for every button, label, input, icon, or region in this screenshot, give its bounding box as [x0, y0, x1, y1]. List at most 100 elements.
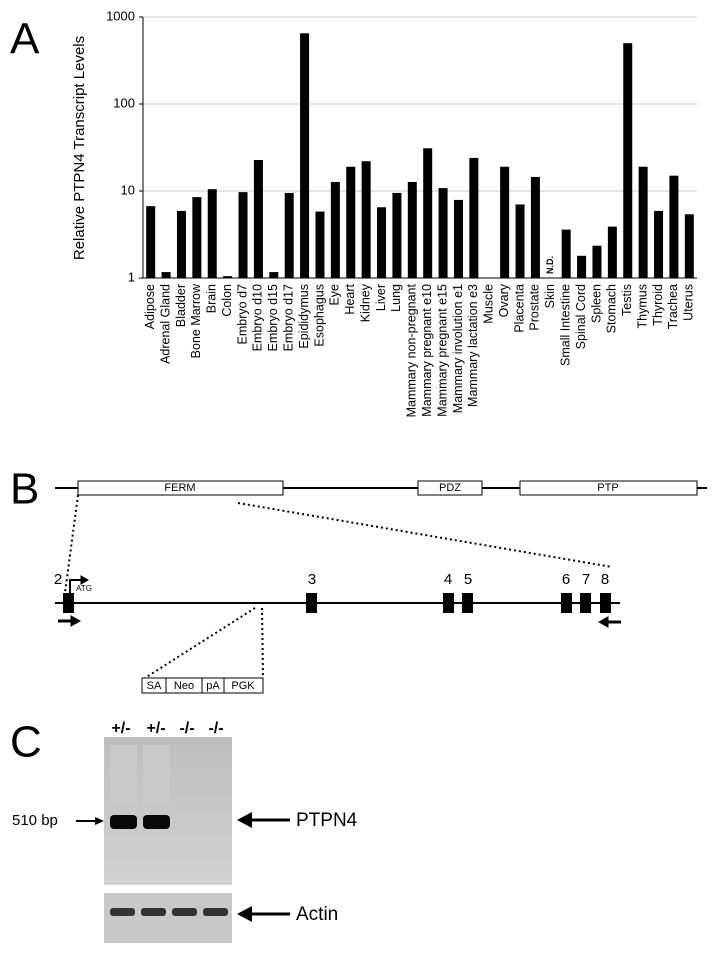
lane-label: -/-	[179, 720, 194, 737]
bar	[315, 211, 325, 278]
x-tick-label: Thyroid	[651, 284, 665, 326]
x-tick-label: Kidney	[358, 283, 372, 322]
bar	[423, 148, 433, 278]
y-tick-label: 1000	[106, 8, 135, 23]
bar	[684, 214, 694, 278]
cassette-label: Neo	[174, 680, 194, 692]
bar	[407, 181, 417, 278]
x-tick-label: Bone Marrow	[189, 283, 203, 358]
domain-label: PDZ	[439, 482, 461, 494]
gel	[76, 737, 290, 943]
bar	[515, 204, 525, 278]
x-tick-label: Epididymus	[297, 284, 311, 349]
bar	[669, 175, 679, 278]
x-tick-label: Liver	[374, 284, 388, 311]
y-axis-label: Relative PTPN4 Transcript Levels	[71, 36, 88, 260]
bar	[361, 161, 371, 278]
lane-label: +/-	[111, 720, 130, 737]
bar	[561, 229, 571, 278]
bar	[253, 160, 263, 278]
domain-label: PTP	[597, 482, 618, 494]
x-tick-label: Esophagus	[312, 284, 326, 347]
panel-label: A	[10, 15, 40, 64]
domain-label: FERM	[164, 482, 195, 494]
bar	[469, 157, 479, 278]
x-tick-label: Eye	[328, 284, 342, 306]
bar	[269, 272, 279, 278]
x-tick-label: Spleen	[589, 284, 603, 323]
exon-label: 3	[308, 571, 316, 588]
bar	[223, 276, 233, 278]
bar	[392, 192, 402, 278]
bar	[238, 192, 248, 278]
bar	[577, 255, 587, 278]
y-tick-label: 100	[113, 95, 135, 110]
cassette-label: SA	[147, 680, 162, 692]
x-tick-label: Placenta	[512, 284, 526, 333]
bar	[377, 207, 387, 278]
annotation: N.D.	[545, 256, 555, 274]
exon-label: 6	[562, 571, 570, 588]
exon-label: 7	[582, 571, 590, 588]
bar	[192, 197, 202, 278]
x-tick-label: Uterus	[682, 284, 696, 321]
bar	[530, 176, 540, 278]
panel-label: B	[10, 465, 39, 514]
bar	[146, 206, 156, 278]
x-tick-label: Trachea	[666, 284, 680, 329]
x-tick-label: Spinal Cord	[574, 284, 588, 349]
exon-label: 2	[54, 571, 62, 588]
x-tick-label: Embryo d17	[281, 284, 295, 351]
start-codon: ATG	[76, 584, 92, 593]
exon-label: 5	[464, 571, 472, 588]
x-tick-label: Mammary pregnant e10	[420, 284, 434, 417]
panel-label: C	[10, 718, 42, 767]
bar	[207, 189, 217, 278]
cassette-label: pA	[206, 680, 220, 692]
x-tick-label: Lung	[389, 284, 403, 312]
bar	[453, 199, 463, 278]
x-tick-label: Colon	[220, 284, 234, 317]
protein-diagram	[55, 480, 707, 694]
bar	[161, 272, 171, 278]
bar	[592, 245, 602, 278]
cassette-label: PGK	[231, 680, 255, 692]
bar	[638, 166, 648, 278]
bar	[500, 166, 510, 278]
bar	[284, 192, 294, 278]
x-tick-label: Brain	[205, 284, 219, 313]
bar	[330, 181, 340, 278]
band-label: PTPN4	[296, 810, 358, 831]
x-tick-label: Mammary non-pregnant	[405, 283, 419, 417]
x-tick-label: Stomach	[605, 284, 619, 333]
x-tick-label: Adipose	[143, 284, 157, 329]
bar	[300, 33, 310, 279]
lane-label: -/-	[208, 720, 223, 737]
size-marker: 510 bp	[12, 812, 58, 829]
x-tick-label: Prostate	[528, 284, 542, 331]
y-tick-label: 10	[121, 182, 135, 197]
x-tick-label: Mammary pregnant e15	[435, 284, 449, 417]
x-tick-label: Mammary lactation e3	[466, 284, 480, 407]
x-tick-label: Small Intestine	[558, 284, 572, 366]
exon-label: 8	[601, 571, 609, 588]
bar	[346, 166, 356, 278]
x-tick-label: Skin	[543, 284, 557, 308]
bar	[438, 188, 448, 278]
x-tick-label: Thymus	[635, 284, 649, 328]
x-tick-label: Mammary involution e1	[451, 284, 465, 413]
bar	[607, 226, 617, 278]
y-tick-label: 1	[128, 269, 135, 284]
x-tick-label: Testis	[620, 284, 634, 316]
x-tick-label: Embryo d7	[235, 284, 249, 344]
x-tick-label: Bladder	[174, 284, 188, 327]
x-tick-label: Muscle	[482, 284, 496, 324]
lane-label: +/-	[146, 720, 165, 737]
exon-label: 4	[444, 571, 452, 588]
x-tick-label: Heart	[343, 283, 357, 314]
x-tick-label: Adrenal Gland	[158, 284, 172, 364]
bar	[176, 210, 186, 278]
x-tick-label: Embryo d10	[251, 284, 265, 351]
x-tick-label: Ovary	[497, 283, 511, 317]
